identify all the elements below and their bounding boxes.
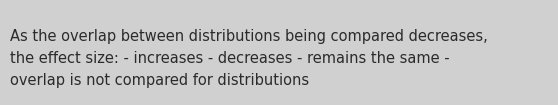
Text: As the overlap between distributions being compared decreases,
the effect size: : As the overlap between distributions bei… — [10, 29, 488, 88]
